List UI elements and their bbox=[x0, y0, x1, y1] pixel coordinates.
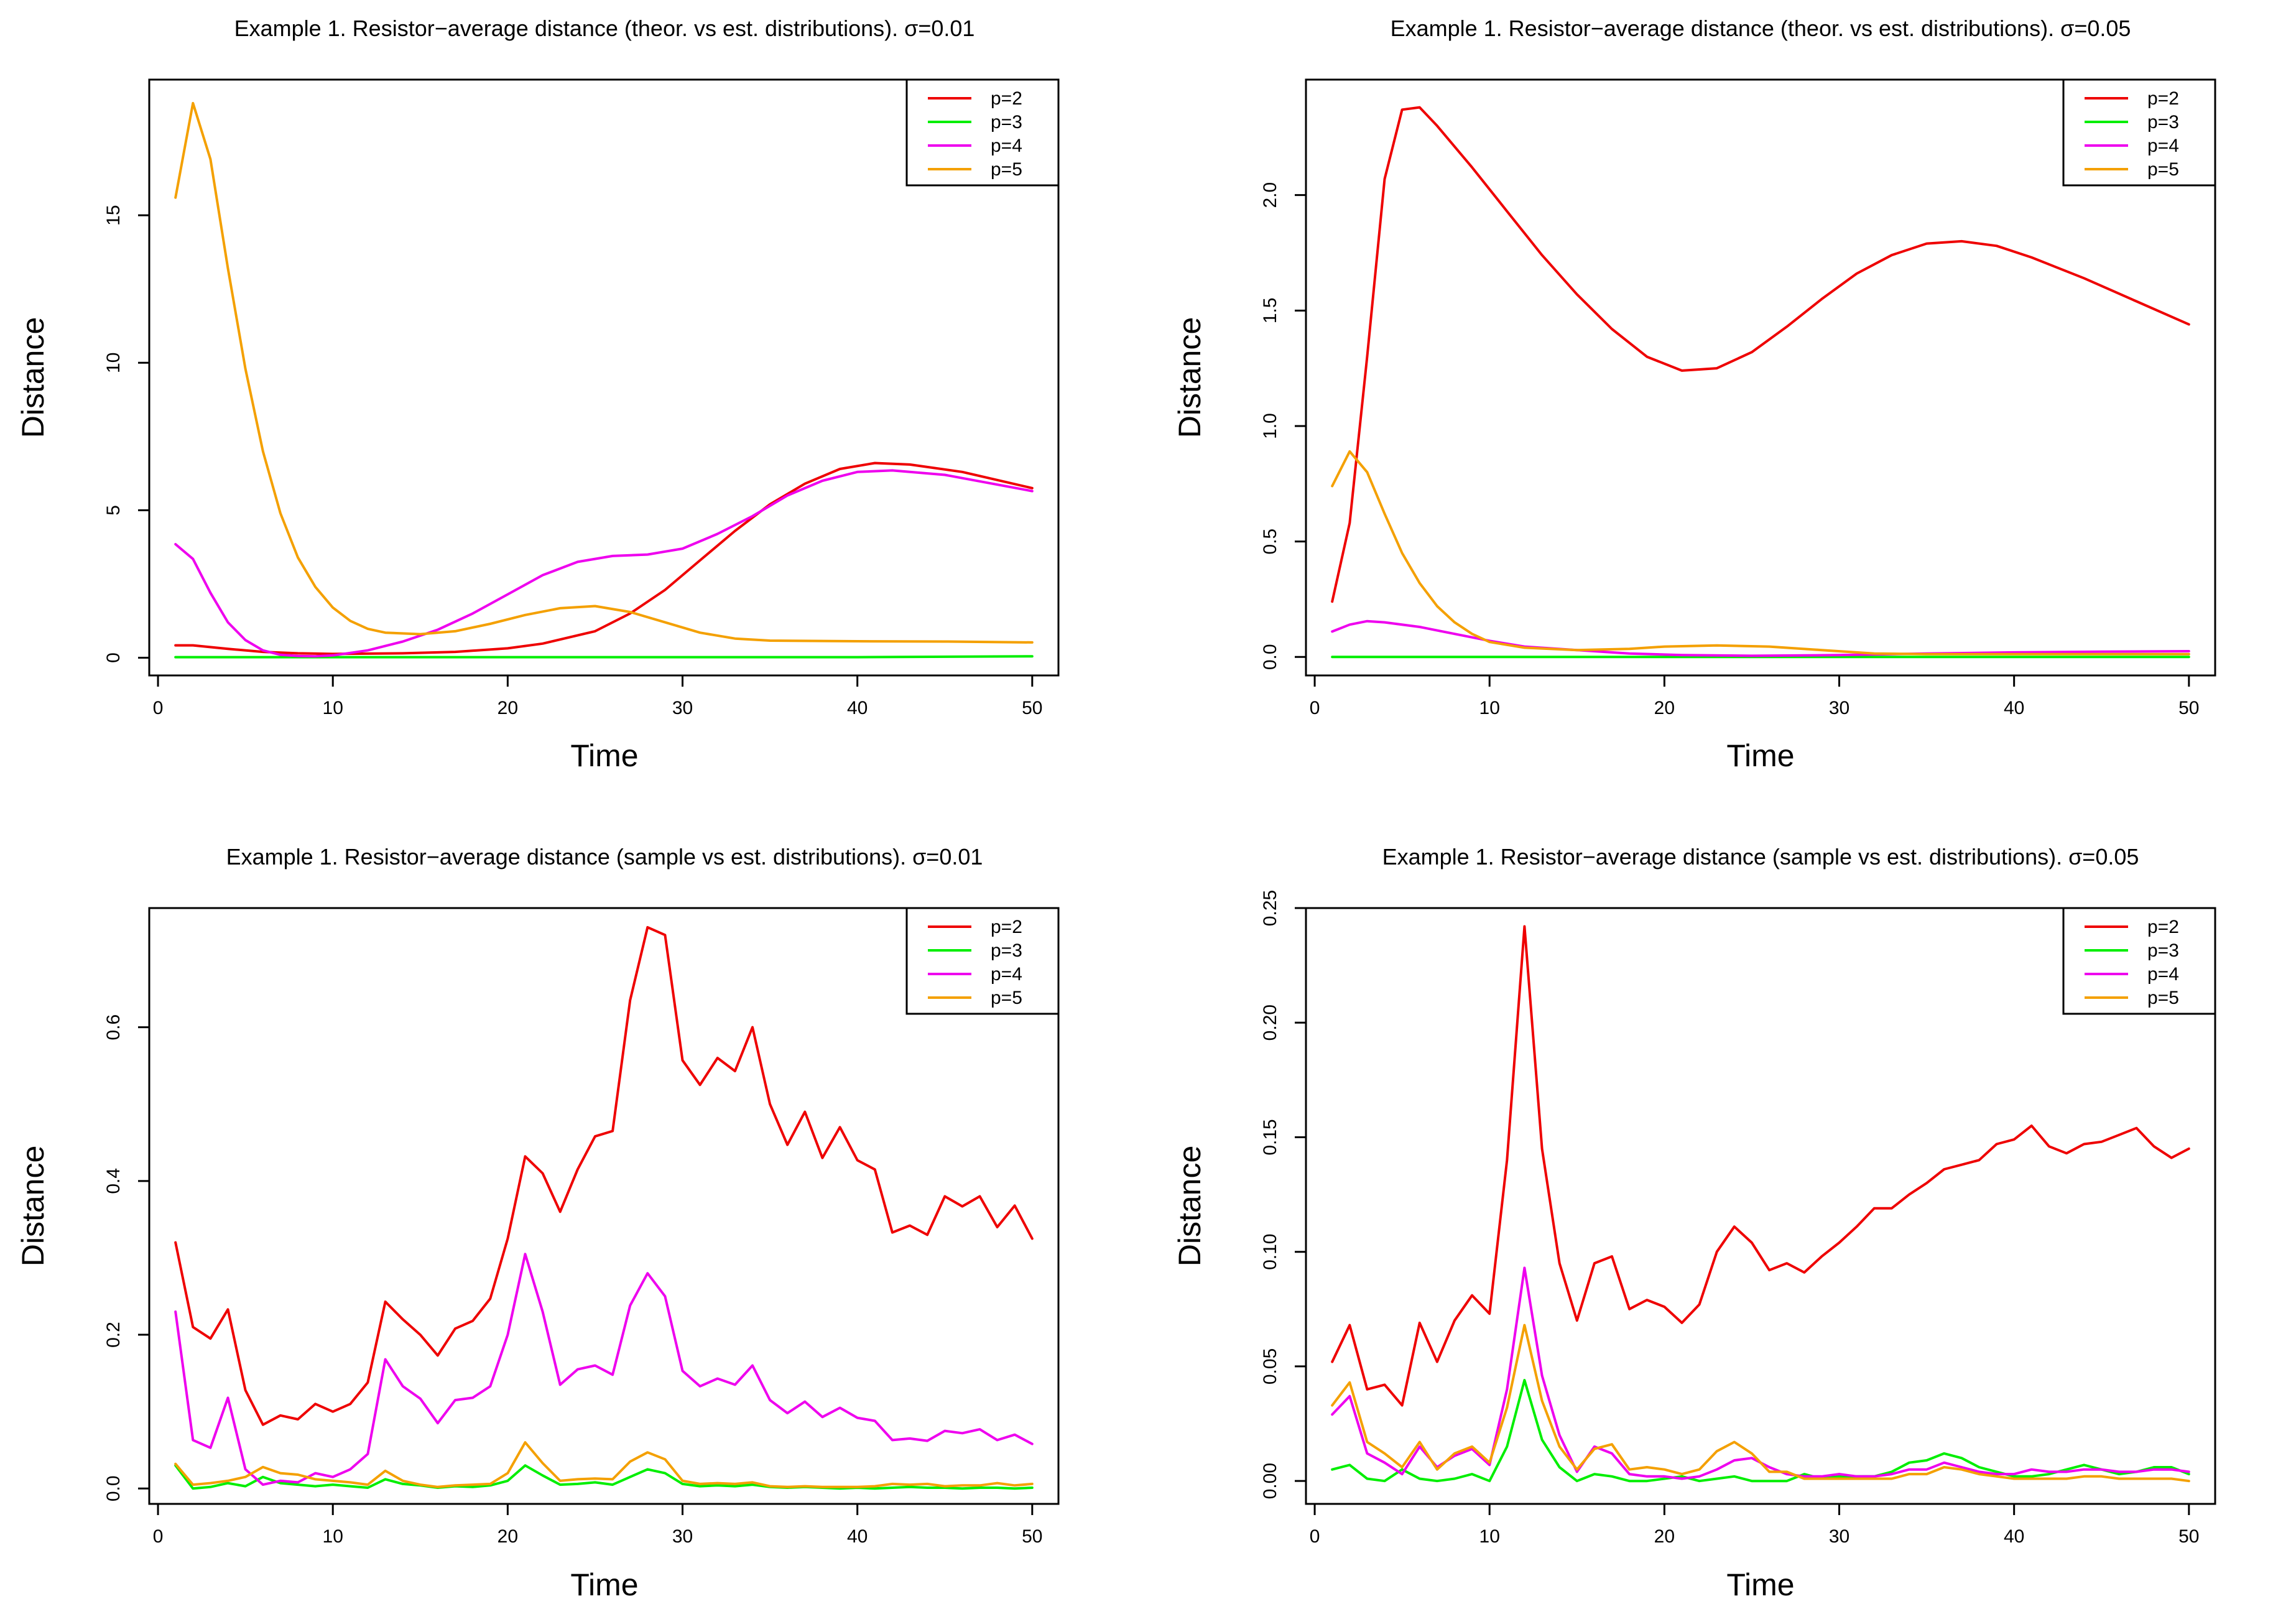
x-tick-label: 20 bbox=[1654, 698, 1675, 718]
x-tick-label: 30 bbox=[1829, 698, 1849, 718]
y-axis-label: Distance bbox=[16, 317, 50, 438]
chart-panel-2: Example 1. Resistor−average distance (th… bbox=[1172, 16, 2216, 773]
legend-label: p=4 bbox=[991, 136, 1022, 156]
legend-label: p=2 bbox=[2147, 88, 2179, 109]
y-axis-label: Distance bbox=[16, 1146, 50, 1267]
x-axis-label: Time bbox=[1726, 1567, 1794, 1602]
y-tick-label: 10 bbox=[103, 353, 124, 373]
y-tick-label: 0.05 bbox=[1260, 1348, 1280, 1384]
chart-title: Example 1. Resistor−average distance (th… bbox=[1391, 16, 2131, 41]
legend-label: p=3 bbox=[991, 940, 1022, 961]
y-tick-label: 0.5 bbox=[1260, 529, 1280, 555]
legend: p=2 p=3 p=4 p=5 bbox=[2062, 907, 2216, 1015]
y-tick-label: 0.10 bbox=[1260, 1233, 1280, 1269]
chart-panel-4: Example 1. Resistor−average distance (sa… bbox=[1172, 844, 2216, 1602]
series-line-p5 bbox=[1331, 450, 2190, 656]
series-line-p3 bbox=[174, 1464, 1034, 1490]
plot-frame bbox=[1305, 78, 2216, 677]
series-line-p2 bbox=[1331, 106, 2190, 603]
y-tick-label: 2.0 bbox=[1260, 182, 1280, 208]
x-tick-label: 50 bbox=[1022, 1526, 1042, 1547]
legend-label: p=2 bbox=[2147, 917, 2179, 937]
x-tick-label: 30 bbox=[672, 1526, 693, 1547]
x-axis-label: Time bbox=[570, 738, 638, 773]
x-axis-label: Time bbox=[570, 1567, 638, 1602]
chart-panel-1: Example 1. Resistor−average distance (th… bbox=[16, 16, 1060, 773]
x-tick-label: 0 bbox=[153, 1526, 164, 1547]
x-tick-label: 40 bbox=[847, 1526, 868, 1547]
x-tick-label: 10 bbox=[323, 698, 343, 718]
series-line-p5 bbox=[1331, 1324, 2190, 1483]
series-line-p4 bbox=[1331, 1266, 2190, 1480]
y-axis-label: Distance bbox=[1172, 317, 1207, 438]
series-line-p2 bbox=[174, 925, 1034, 1426]
x-tick-label: 30 bbox=[1829, 1526, 1849, 1547]
series-line-p4 bbox=[174, 469, 1034, 658]
legend: p=2 p=3 p=4 p=5 bbox=[905, 78, 1060, 187]
y-tick-label: 1.0 bbox=[1260, 413, 1280, 439]
x-tick-label: 40 bbox=[847, 698, 868, 718]
legend-label: p=5 bbox=[991, 988, 1022, 1008]
y-tick-label: 15 bbox=[103, 205, 124, 225]
legend-label: p=5 bbox=[991, 159, 1022, 180]
chart-panel-3: Example 1. Resistor−average distance (sa… bbox=[16, 844, 1060, 1602]
chart-title: Example 1. Resistor−average distance (th… bbox=[234, 16, 975, 41]
x-tick-label: 20 bbox=[498, 698, 518, 718]
legend: p=2 p=3 p=4 p=5 bbox=[2062, 78, 2216, 187]
y-tick-label: 0.0 bbox=[103, 1475, 124, 1501]
series-line-p5 bbox=[174, 101, 1034, 644]
y-tick-label: 0.25 bbox=[1260, 890, 1280, 926]
legend-label: p=2 bbox=[991, 917, 1022, 937]
series-line-p2 bbox=[1331, 925, 2190, 1407]
y-tick-label: 0.15 bbox=[1260, 1119, 1280, 1155]
x-tick-label: 0 bbox=[153, 698, 164, 718]
legend-label: p=4 bbox=[2147, 964, 2179, 985]
x-tick-label: 40 bbox=[2004, 698, 2024, 718]
legend-label: p=5 bbox=[2147, 159, 2179, 180]
y-tick-label: 0.0 bbox=[1260, 644, 1280, 670]
plot-frame bbox=[148, 78, 1060, 677]
chart-title: Example 1. Resistor−average distance (sa… bbox=[1382, 844, 2139, 869]
y-tick-label: 0.4 bbox=[103, 1168, 124, 1194]
plot-frame bbox=[148, 907, 1060, 1505]
plot-frame bbox=[1305, 907, 2216, 1505]
x-tick-label: 20 bbox=[498, 1526, 518, 1547]
x-tick-label: 40 bbox=[2004, 1526, 2024, 1547]
legend-label: p=4 bbox=[2147, 136, 2179, 156]
x-tick-label: 10 bbox=[323, 1526, 343, 1547]
legend-label: p=2 bbox=[991, 88, 1022, 109]
series-line-p5 bbox=[174, 1441, 1034, 1488]
x-tick-label: 20 bbox=[1654, 1526, 1675, 1547]
series-line-p3 bbox=[1331, 1379, 2190, 1483]
legend-label: p=3 bbox=[991, 112, 1022, 132]
x-axis-label: Time bbox=[1726, 738, 1794, 773]
y-axis-label: Distance bbox=[1172, 1146, 1207, 1267]
y-tick-label: 0.00 bbox=[1260, 1463, 1280, 1499]
y-tick-label: 0.6 bbox=[103, 1014, 124, 1041]
x-tick-label: 10 bbox=[1479, 1526, 1500, 1547]
legend-label: p=5 bbox=[2147, 988, 2179, 1008]
series-line-p2 bbox=[174, 461, 1034, 656]
legend-label: p=3 bbox=[2147, 940, 2179, 961]
legend-label: p=3 bbox=[2147, 112, 2179, 132]
y-tick-label: 0.20 bbox=[1260, 1004, 1280, 1041]
chart-title: Example 1. Resistor−average distance (sa… bbox=[226, 844, 983, 869]
y-tick-label: 0.2 bbox=[103, 1322, 124, 1348]
x-tick-label: 10 bbox=[1479, 698, 1500, 718]
x-tick-label: 50 bbox=[2178, 1526, 2199, 1547]
x-tick-label: 0 bbox=[1310, 1526, 1320, 1547]
series-line-p4 bbox=[174, 1253, 1034, 1486]
x-tick-label: 30 bbox=[672, 698, 693, 718]
y-tick-label: 0 bbox=[103, 652, 124, 663]
x-tick-label: 50 bbox=[2178, 698, 2199, 718]
y-tick-label: 1.5 bbox=[1260, 297, 1280, 323]
x-tick-label: 50 bbox=[1022, 698, 1042, 718]
x-tick-label: 0 bbox=[1310, 698, 1320, 718]
legend-label: p=4 bbox=[991, 964, 1022, 985]
y-tick-label: 5 bbox=[103, 505, 124, 516]
legend: p=2 p=3 p=4 p=5 bbox=[905, 907, 1060, 1015]
